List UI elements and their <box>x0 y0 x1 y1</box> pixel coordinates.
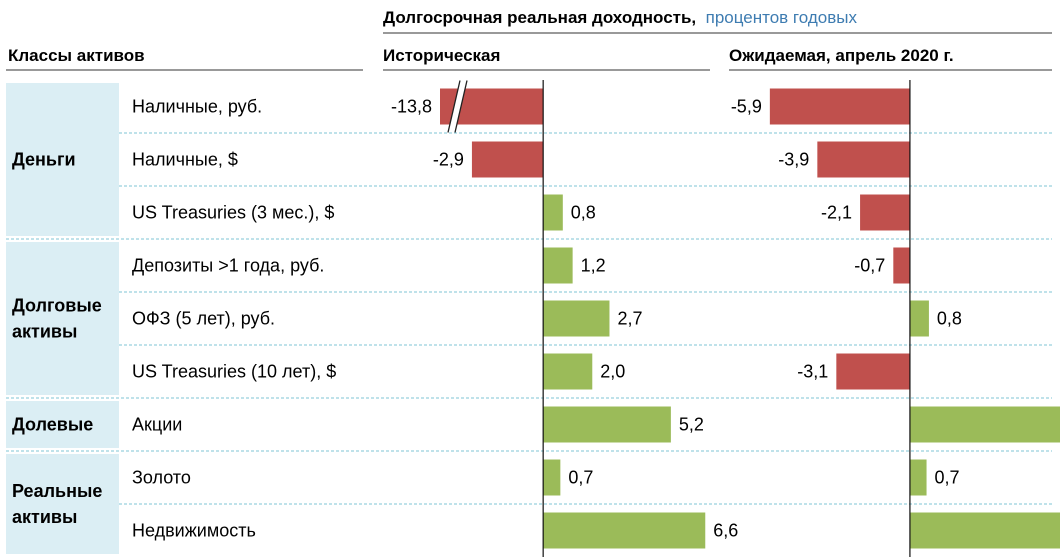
chart-title-main: Долгосрочная реальная доходность, <box>383 8 696 27</box>
bar-exp <box>836 353 910 390</box>
category-label: US Treasuries (10 лет), $ <box>132 362 336 382</box>
bar-hist <box>471 141 544 178</box>
bar-hist <box>543 247 573 284</box>
category-label: Наличные, $ <box>132 150 238 170</box>
panel-title-historical: Историческая <box>383 46 500 65</box>
group-label-деньги: Деньги <box>12 150 76 170</box>
bar-exp <box>909 300 929 337</box>
axis-break-line <box>454 80 468 133</box>
category-label: US Treasuries (3 мес.), $ <box>132 203 334 223</box>
category-labels: Деньги Долговые активы Долевые Реальные актив… <box>12 97 336 541</box>
category-label: Депозиты >1 года, руб. <box>132 256 324 276</box>
bar-exp <box>817 141 910 178</box>
category-label: ОФЗ (5 лет), руб. <box>132 309 275 329</box>
value-label-exp: -2,1 <box>821 203 852 223</box>
axis-break-gap <box>448 80 467 133</box>
value-label-hist: 1,2 <box>581 256 606 276</box>
group-label-реальные-активы-1: Реальные <box>12 481 102 501</box>
bar-exp <box>860 194 910 231</box>
value-label-hist: 0,8 <box>571 203 596 223</box>
group-label-реальные-активы-2: активы <box>12 507 77 527</box>
bar-exp <box>909 459 927 496</box>
bar-hist <box>543 300 610 337</box>
value-label-exp: -0,7 <box>854 256 885 276</box>
zero-axes <box>542 80 911 557</box>
value-label-hist: 2,0 <box>600 362 625 382</box>
group-bg-деньги <box>6 83 119 236</box>
bars <box>440 80 1060 549</box>
value-label-hist: 0,7 <box>568 468 593 488</box>
value-label-hist: 5,2 <box>679 415 704 435</box>
bar-exp <box>893 247 910 284</box>
value-label-exp: -5,9 <box>731 97 762 117</box>
value-labels: -13,8 -2,9 0,8 1,2 2,7 2,0 5,2 0,7 6,6 -5,9 -3,9 -2… <box>391 97 962 541</box>
bar-exp <box>909 512 1060 549</box>
group-label-долговые-активы-1: Долговые <box>12 296 102 316</box>
group-bg-долговые-активы <box>6 242 119 395</box>
bar-exp <box>909 406 1060 443</box>
group-bg-долевые <box>6 401 119 448</box>
category-label: Акции <box>132 415 182 435</box>
axis-break-line <box>447 80 461 133</box>
value-label-hist: 2,7 <box>617 309 642 329</box>
bar-hist <box>543 353 593 390</box>
bar-hist <box>543 459 561 496</box>
value-label-exp: 0,8 <box>937 309 962 329</box>
category-label: Наличные, руб. <box>132 97 262 117</box>
value-label-hist: 6,6 <box>713 521 738 541</box>
chart-subtitle: процентов годовых <box>706 8 858 27</box>
group-label-долевые: Долевые <box>12 415 93 435</box>
category-label: Золото <box>132 468 191 488</box>
category-label: Недвижимость <box>132 521 256 541</box>
bar-hist <box>543 194 563 231</box>
chart-title: Долгосрочная реальная доходность, процен… <box>383 8 857 27</box>
row-header: Классы активов <box>8 46 145 65</box>
row-dividers <box>6 132 1052 505</box>
bar-exp <box>769 88 910 125</box>
bar-hist <box>543 512 706 549</box>
value-label-exp: -3,9 <box>778 150 809 170</box>
bar-hist <box>543 406 671 443</box>
value-label-exp: 0,7 <box>935 468 960 488</box>
value-label-hist: -2,9 <box>433 150 464 170</box>
group-label-долговые-активы-2: активы <box>12 322 77 342</box>
value-label-exp: -3,1 <box>797 362 828 382</box>
panel-title-expected: Ожидаемая, апрель 2020 г. <box>729 46 954 65</box>
group-backgrounds <box>6 83 119 554</box>
value-label-hist: -13,8 <box>391 97 432 117</box>
group-bg-реальные-активы <box>6 454 119 554</box>
